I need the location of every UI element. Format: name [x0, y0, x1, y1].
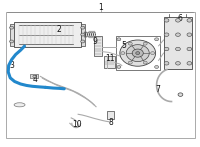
Bar: [10, 24, 14, 46]
Circle shape: [187, 47, 192, 51]
Circle shape: [128, 42, 132, 45]
Bar: [14, 22, 81, 47]
Circle shape: [176, 47, 180, 51]
Bar: [94, 36, 102, 56]
Bar: [104, 56, 115, 68]
Circle shape: [164, 19, 169, 22]
Circle shape: [178, 93, 183, 96]
Circle shape: [143, 61, 147, 64]
Text: 10: 10: [72, 120, 82, 129]
Bar: [6, 12, 195, 138]
Bar: [30, 74, 38, 78]
Text: 5: 5: [121, 41, 126, 50]
Text: 4: 4: [33, 75, 38, 84]
Bar: [81, 24, 85, 46]
Circle shape: [155, 66, 159, 68]
Text: 1: 1: [99, 3, 103, 12]
Circle shape: [151, 52, 155, 55]
Text: 7: 7: [155, 85, 160, 94]
Text: 6: 6: [177, 14, 182, 23]
Circle shape: [33, 75, 36, 78]
Circle shape: [187, 33, 192, 36]
Circle shape: [121, 52, 125, 55]
Circle shape: [117, 66, 121, 68]
Circle shape: [10, 40, 14, 43]
Circle shape: [136, 52, 140, 55]
Text: 9: 9: [93, 37, 97, 46]
Circle shape: [187, 19, 192, 22]
Circle shape: [155, 38, 159, 41]
Bar: [164, 17, 192, 69]
Circle shape: [176, 33, 180, 36]
Text: 11: 11: [105, 54, 115, 64]
Text: 3: 3: [9, 61, 14, 70]
Text: 2: 2: [57, 25, 62, 34]
Circle shape: [164, 47, 169, 51]
Circle shape: [81, 26, 85, 29]
Circle shape: [10, 26, 14, 29]
Bar: [107, 111, 114, 119]
Circle shape: [126, 45, 149, 62]
Ellipse shape: [14, 103, 25, 107]
Text: 8: 8: [109, 118, 113, 127]
Circle shape: [81, 33, 85, 36]
Circle shape: [117, 38, 121, 41]
Circle shape: [164, 33, 169, 36]
Circle shape: [143, 42, 147, 45]
Circle shape: [120, 40, 156, 66]
Circle shape: [187, 62, 192, 65]
Circle shape: [176, 19, 180, 22]
Circle shape: [132, 49, 143, 57]
Circle shape: [164, 62, 169, 65]
Circle shape: [128, 61, 132, 64]
Circle shape: [81, 40, 85, 43]
Circle shape: [176, 62, 180, 65]
